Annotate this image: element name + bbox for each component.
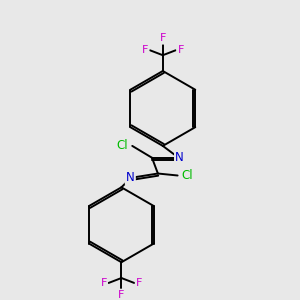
- Text: Cl: Cl: [117, 140, 128, 152]
- Text: F: F: [118, 290, 124, 300]
- Text: F: F: [160, 34, 166, 44]
- Text: F: F: [100, 278, 107, 288]
- Text: F: F: [177, 45, 184, 55]
- Text: F: F: [136, 278, 142, 288]
- Text: Cl: Cl: [182, 169, 193, 182]
- Text: N: N: [175, 151, 184, 164]
- Text: N: N: [126, 171, 135, 184]
- Text: F: F: [142, 45, 148, 55]
